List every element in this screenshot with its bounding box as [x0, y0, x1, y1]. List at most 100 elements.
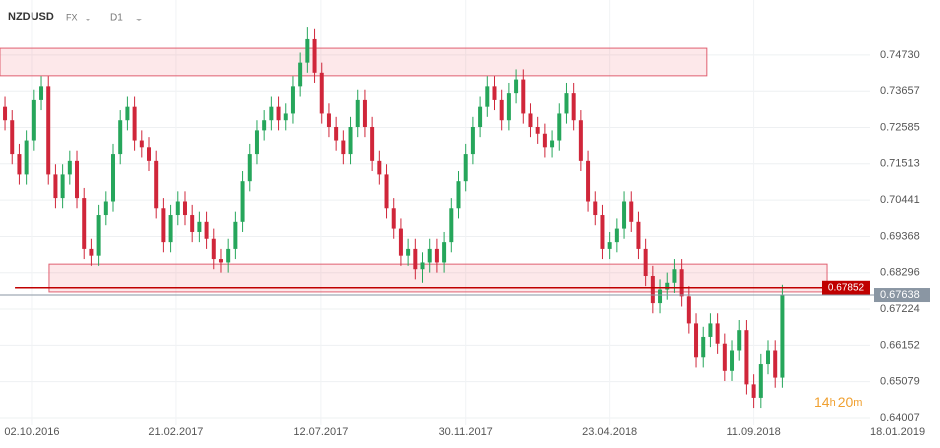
candle-body [247, 154, 252, 182]
candle-body [449, 208, 454, 243]
candle-body [10, 120, 15, 155]
level-label: 0.67852 [828, 282, 865, 293]
candle-body [377, 160, 382, 175]
candle-body [758, 364, 763, 398]
grid: 0.74730 0.73657 0.72585 0.71513 0.70441 0.693… [0, 0, 925, 438]
candle-body [600, 215, 605, 249]
candle-body [715, 323, 720, 344]
candle-body [17, 154, 22, 175]
candle-body [514, 79, 519, 94]
market[interactable]: FX [66, 12, 78, 22]
candle-body [492, 86, 497, 100]
last-price-label: 0.67638 [880, 289, 920, 301]
candle-body [182, 201, 187, 216]
candle-body [470, 126, 475, 155]
candle-body [103, 201, 108, 216]
candle-body [67, 160, 72, 175]
candle-body [578, 120, 583, 161]
candle-body [679, 269, 684, 297]
candle-body [650, 275, 655, 304]
candle-body [370, 126, 375, 161]
candle-body [463, 154, 468, 182]
x-tick-label: 30.11.2017 [439, 426, 493, 438]
y-tick-label: 0.64007 [880, 412, 920, 424]
candle-body [499, 99, 504, 121]
candle-body [326, 113, 331, 127]
y-tick-label: 0.65079 [880, 376, 920, 388]
candle-body [269, 106, 274, 121]
candle-body [535, 126, 540, 134]
y-tick-label: 0.69368 [880, 230, 920, 242]
candle-body [478, 106, 483, 127]
y-tick-label: 0.67224 [880, 303, 920, 315]
candle-body [146, 147, 151, 161]
candle-body [391, 208, 396, 229]
timeframe[interactable]: D1 [110, 13, 123, 24]
candle-body [204, 221, 209, 239]
candle-body [384, 174, 389, 209]
candle-body [528, 113, 533, 127]
candle-body [564, 93, 569, 114]
candle-body [665, 282, 670, 290]
y-tick-label: 0.74730 [880, 49, 920, 61]
candle-body [125, 106, 130, 121]
candle-body [139, 140, 144, 148]
candle-body [31, 99, 36, 141]
candle-body [262, 120, 267, 131]
symbol[interactable]: NZDUSD [8, 11, 54, 23]
candle-body [312, 38, 317, 73]
candle-body [341, 140, 346, 155]
candle-body [39, 86, 44, 100]
candle-body [89, 248, 94, 256]
x-tick-label: 02.10.2016 [4, 426, 59, 438]
candle-body [240, 181, 245, 222]
candle-body [82, 198, 87, 249]
last-price-box [874, 288, 930, 303]
dropdown-arrow[interactable] [136, 19, 142, 21]
candle-body [643, 248, 648, 276]
candle-body [362, 99, 367, 127]
candle-body [456, 181, 461, 209]
candle-body [542, 133, 547, 148]
candle-body [168, 215, 173, 243]
candle-body [283, 113, 288, 121]
candle-body [161, 208, 166, 243]
candle-body [773, 350, 778, 378]
candle-body [730, 350, 735, 371]
candle-body [722, 343, 727, 371]
candle-body [406, 248, 411, 256]
candle-body [701, 336, 706, 358]
candle-body [420, 262, 425, 270]
x-tick-label: 12.07.2017 [293, 426, 348, 438]
candle-body [218, 259, 223, 263]
candle-body [694, 323, 699, 358]
x-tick-label: 21.02.2017 [148, 426, 203, 438]
y-tick-label: 0.72585 [880, 121, 920, 133]
candle-body [53, 174, 58, 199]
y-tick-label: 0.70441 [880, 194, 920, 206]
candle-body [521, 79, 526, 114]
candle-body [571, 93, 576, 121]
candle-body [211, 238, 216, 260]
candle-body [60, 174, 65, 199]
candle-body [485, 86, 490, 107]
candle-body [622, 201, 627, 229]
dropdown-arrow[interactable] [86, 19, 90, 21]
candle-body [24, 140, 29, 175]
candle-body [737, 330, 742, 351]
level-label-box [822, 280, 870, 295]
candle-body [672, 269, 677, 283]
candle-body [226, 248, 231, 263]
candle-body [434, 248, 439, 263]
candle-body [686, 296, 691, 324]
candle-body [175, 201, 180, 216]
candle-body [550, 140, 555, 148]
x-tick-label: 18.01.2019 [870, 426, 925, 438]
candle-body [355, 99, 360, 127]
candle-body [305, 38, 310, 63]
candle-body [629, 201, 634, 222]
candle-body [593, 201, 598, 216]
candle-body [413, 248, 418, 270]
candle-body [614, 228, 619, 243]
